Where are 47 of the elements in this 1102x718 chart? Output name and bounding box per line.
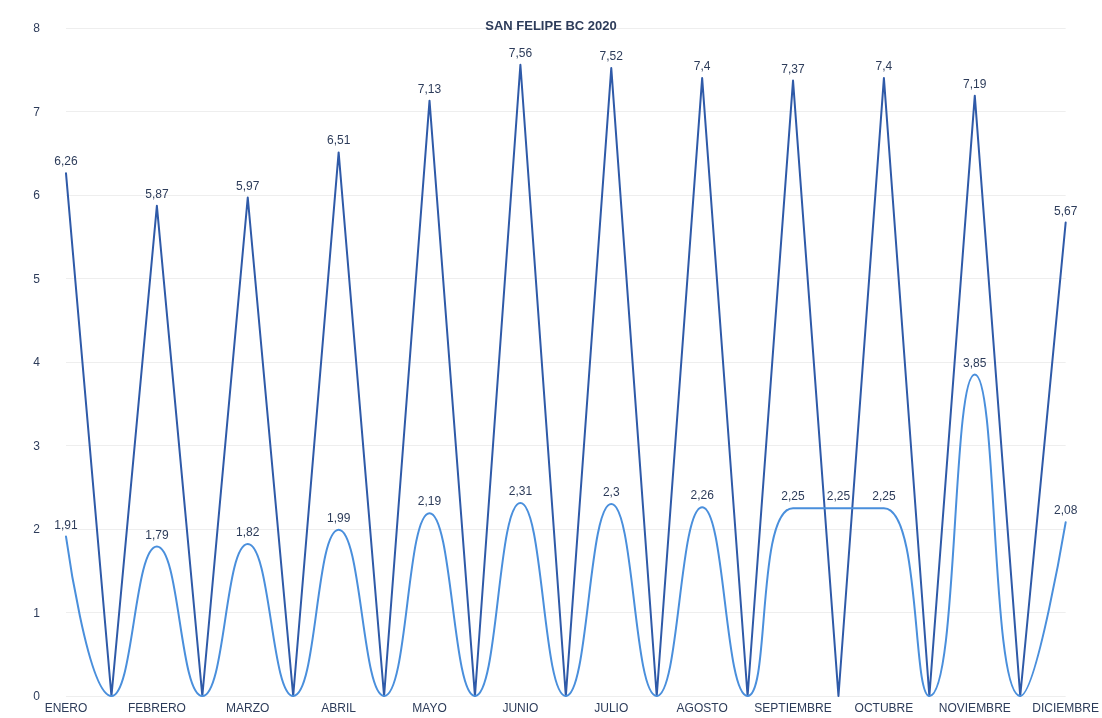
y-tick-label: 4	[33, 355, 41, 369]
x-tick-label: DICIEMBRE	[1032, 701, 1100, 715]
x-tick-label: NOVIEMBRE	[938, 701, 1011, 715]
x-tick-label: ENERO	[44, 701, 88, 715]
y-tick-label: 0	[33, 689, 41, 703]
data-label: 3,85	[963, 355, 987, 370]
x-tick-label: FEBRERO	[127, 701, 186, 715]
x-tick-label: JUNIO	[502, 701, 539, 715]
y-tick-label: 5	[33, 271, 41, 286]
data-label: 7,19	[963, 76, 987, 91]
data-label: 7,13	[417, 81, 442, 96]
data-label: 2,26	[690, 488, 715, 503]
data-label: 1,99	[326, 510, 351, 525]
data-label: 6,26	[54, 154, 78, 169]
data-label: 7,56	[508, 45, 533, 60]
y-tick-label: 6	[33, 188, 41, 202]
data-label: 1,91	[54, 517, 78, 532]
x-tick-label: AGOSTO	[676, 701, 728, 715]
y-tick-label: 8	[33, 21, 41, 35]
data-label: 5,97	[236, 178, 260, 193]
data-label: 2,31	[508, 484, 533, 499]
y-tick-label: 7	[33, 104, 41, 119]
data-label: 2,08	[1053, 503, 1078, 518]
data-label: 7,37	[781, 61, 806, 76]
data-label: 2,3	[602, 484, 620, 499]
data-label: 5,87	[145, 186, 169, 201]
y-tick-label: 3	[33, 438, 41, 453]
chart-title: SAN FELIPE BC 2020	[485, 18, 617, 33]
x-tick-label: MARZO	[226, 701, 270, 715]
data-label: 1,82	[236, 525, 260, 540]
x-tick-label: OCTUBRE	[854, 701, 914, 715]
y-tick-label: 2	[33, 522, 41, 536]
x-tick-label: MAYO	[412, 701, 447, 715]
data-label: 2,19	[417, 494, 442, 509]
x-tick-label: ABRIL	[321, 701, 357, 715]
data-label: 7,4	[875, 59, 893, 74]
data-label: 1,79	[145, 527, 169, 542]
data-label: 7,4	[693, 59, 711, 74]
data-label: 7,52	[599, 49, 624, 64]
data-label: 5,67	[1053, 203, 1078, 218]
x-tick-label: JULIO	[594, 701, 629, 715]
x-tick-label: SEPTIEMBRE	[754, 701, 832, 715]
data-label: 6,51	[326, 133, 351, 148]
y-tick-label: 1	[33, 605, 41, 620]
data-label: 2,25	[826, 489, 851, 504]
data-label: 2,25	[781, 489, 806, 504]
data-label: 2,25	[872, 489, 896, 504]
